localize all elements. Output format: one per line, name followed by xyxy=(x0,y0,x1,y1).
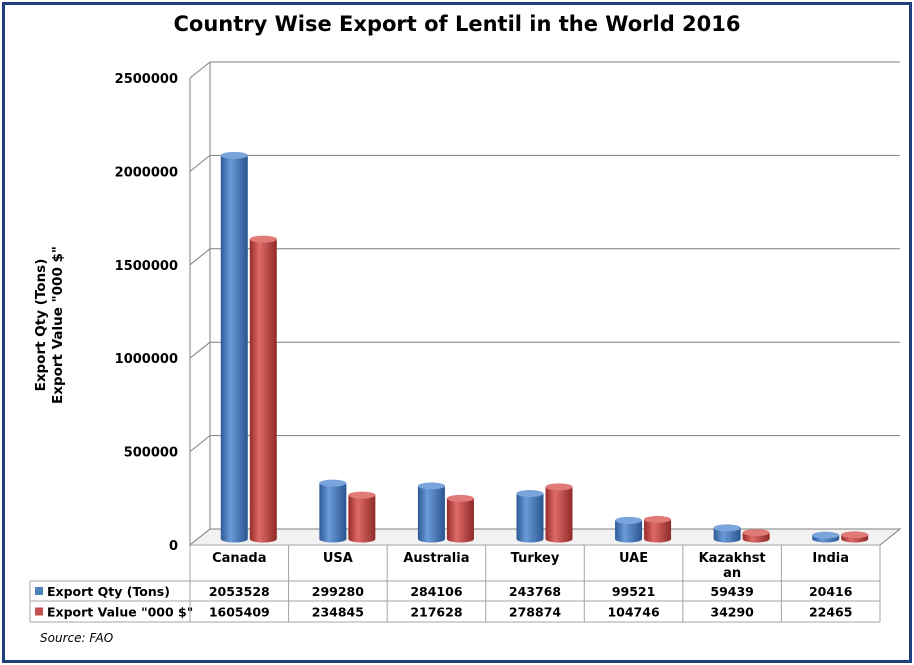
category-label: Australia xyxy=(403,551,469,566)
bar-top xyxy=(713,524,741,532)
bar-body xyxy=(220,155,248,543)
bar-top xyxy=(446,494,474,502)
bar-body xyxy=(348,495,376,543)
y-tick-label: 2500000 xyxy=(115,72,178,87)
table-value: 284106 xyxy=(410,584,462,599)
bar-top xyxy=(644,515,672,523)
legend-key xyxy=(35,587,43,595)
bar xyxy=(841,531,869,543)
table-value: 234845 xyxy=(312,605,364,620)
bar-body xyxy=(319,483,347,543)
bar-top xyxy=(417,482,445,490)
bar-body xyxy=(446,498,474,543)
bar-body xyxy=(516,493,544,543)
bar-top xyxy=(742,529,770,537)
bar-top xyxy=(348,491,376,499)
bar xyxy=(812,531,840,543)
bar-body xyxy=(417,485,445,543)
category-label: India xyxy=(812,551,849,566)
y-tick-label: 1000000 xyxy=(115,352,178,367)
category-label: an xyxy=(723,566,741,581)
legend-label: Export Value "000 $" xyxy=(47,605,193,620)
table-value: 59439 xyxy=(710,584,754,599)
bar xyxy=(220,151,248,543)
gridline-side xyxy=(189,341,211,359)
bar-body xyxy=(615,520,643,543)
bar-top xyxy=(615,516,643,524)
bar-top xyxy=(841,531,869,539)
table-value: 104746 xyxy=(607,605,659,620)
legend-key xyxy=(35,607,43,616)
table-value: 299280 xyxy=(312,584,364,599)
bar-top xyxy=(249,235,277,243)
bar xyxy=(348,491,376,543)
table-value: 217628 xyxy=(410,605,462,620)
table-value: 278874 xyxy=(509,605,561,620)
category-label: USA xyxy=(323,551,353,566)
bar-body xyxy=(249,239,277,543)
category-label: Canada xyxy=(212,551,266,566)
source-note: Source: FAO xyxy=(40,631,114,645)
chart-floor xyxy=(188,528,902,546)
y-tick-label: 0 xyxy=(169,539,178,554)
category-label: UAE xyxy=(619,551,648,566)
table-value: 2053528 xyxy=(209,584,270,599)
legend-label: Export Qty (Tons) xyxy=(47,584,170,599)
bar xyxy=(319,479,347,543)
bar-top xyxy=(319,479,347,487)
bar-body xyxy=(644,519,672,543)
table-value: 243768 xyxy=(509,584,561,599)
bar xyxy=(713,524,741,543)
gridline-side xyxy=(189,155,211,172)
bar-top xyxy=(220,151,248,159)
table-value: 34290 xyxy=(710,605,754,620)
bar xyxy=(417,482,445,543)
bar xyxy=(644,515,672,543)
bar xyxy=(545,483,573,543)
bar-top xyxy=(545,483,573,491)
category-label: Kazakhst xyxy=(699,551,766,566)
y-tick-label: 500000 xyxy=(124,446,178,461)
category-label: Turkey xyxy=(511,551,560,566)
table-value: 1605409 xyxy=(209,605,270,620)
bar-top xyxy=(812,531,840,539)
bar-body xyxy=(545,486,573,543)
gridline-side xyxy=(189,435,211,452)
bar-top xyxy=(516,489,544,497)
table-value: 99521 xyxy=(612,584,656,599)
gridline-side xyxy=(189,61,211,79)
bar-body xyxy=(713,527,741,543)
gridline-side xyxy=(189,248,211,266)
table-value: 22465 xyxy=(809,605,853,620)
y-tick-label: 1500000 xyxy=(115,259,178,274)
bar xyxy=(615,516,643,543)
table-value: 20416 xyxy=(809,584,853,599)
bar xyxy=(742,529,770,543)
bar xyxy=(249,235,277,543)
bar xyxy=(446,494,474,543)
chart-title: Country Wise Export of Lentil in the Wor… xyxy=(173,12,741,36)
bar xyxy=(516,489,544,543)
y-tick-label: 2000000 xyxy=(115,165,178,180)
